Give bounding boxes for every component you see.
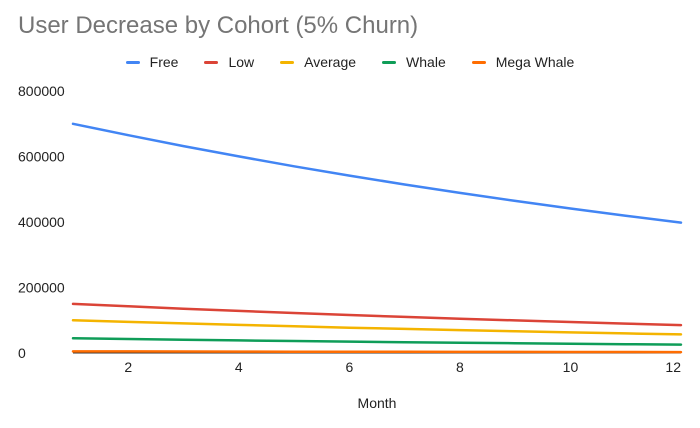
x-tick-label: 6 — [345, 359, 353, 375]
legend-item-whale[interactable]: Whale — [382, 54, 446, 70]
legend-item-free[interactable]: Free — [125, 54, 179, 70]
legend: Free Low Average Whale Mega Whale — [0, 52, 700, 72]
x-tick-label: 10 — [563, 359, 579, 375]
legend-swatch — [382, 60, 397, 64]
series-line-low — [71, 302, 683, 327]
legend-label: Mega Whale — [495, 54, 575, 70]
legend-swatch — [204, 60, 219, 64]
legend-label: Whale — [406, 54, 446, 70]
legend-item-low[interactable]: Low — [204, 54, 254, 70]
legend-swatch — [280, 60, 295, 64]
x-tick-label: 4 — [235, 359, 243, 375]
series-line-average — [71, 319, 683, 336]
legend-label: Free — [149, 54, 179, 70]
y-axis-ticks: 0 200000 400000 600000 800000 — [18, 83, 65, 361]
x-tick-label: 2 — [124, 359, 132, 375]
legend-item-average[interactable]: Average — [280, 54, 356, 70]
y-tick-label: 0 — [18, 345, 26, 361]
series-lines — [71, 122, 683, 354]
legend-label: Low — [228, 54, 255, 70]
x-tick-label: 8 — [456, 359, 464, 375]
x-axis-ticks: 2 4 6 8 10 12 — [124, 359, 681, 375]
y-tick-label: 200000 — [18, 280, 65, 296]
series-line-mega-whale — [71, 350, 683, 354]
y-tick-label: 800000 — [18, 83, 65, 99]
series-line-whale — [71, 337, 683, 346]
series-line-free — [71, 122, 683, 224]
y-tick-label: 400000 — [18, 214, 65, 230]
legend-item-mega-whale[interactable]: Mega Whale — [471, 54, 575, 70]
x-axis-label: Month — [358, 395, 397, 411]
legend-swatch — [125, 60, 140, 64]
x-tick-label: 12 — [665, 359, 681, 375]
chart-title: User Decrease by Cohort (5% Churn) — [18, 12, 419, 39]
legend-swatch — [471, 60, 486, 64]
y-tick-label: 600000 — [18, 149, 65, 165]
legend-label: Average — [304, 54, 357, 70]
